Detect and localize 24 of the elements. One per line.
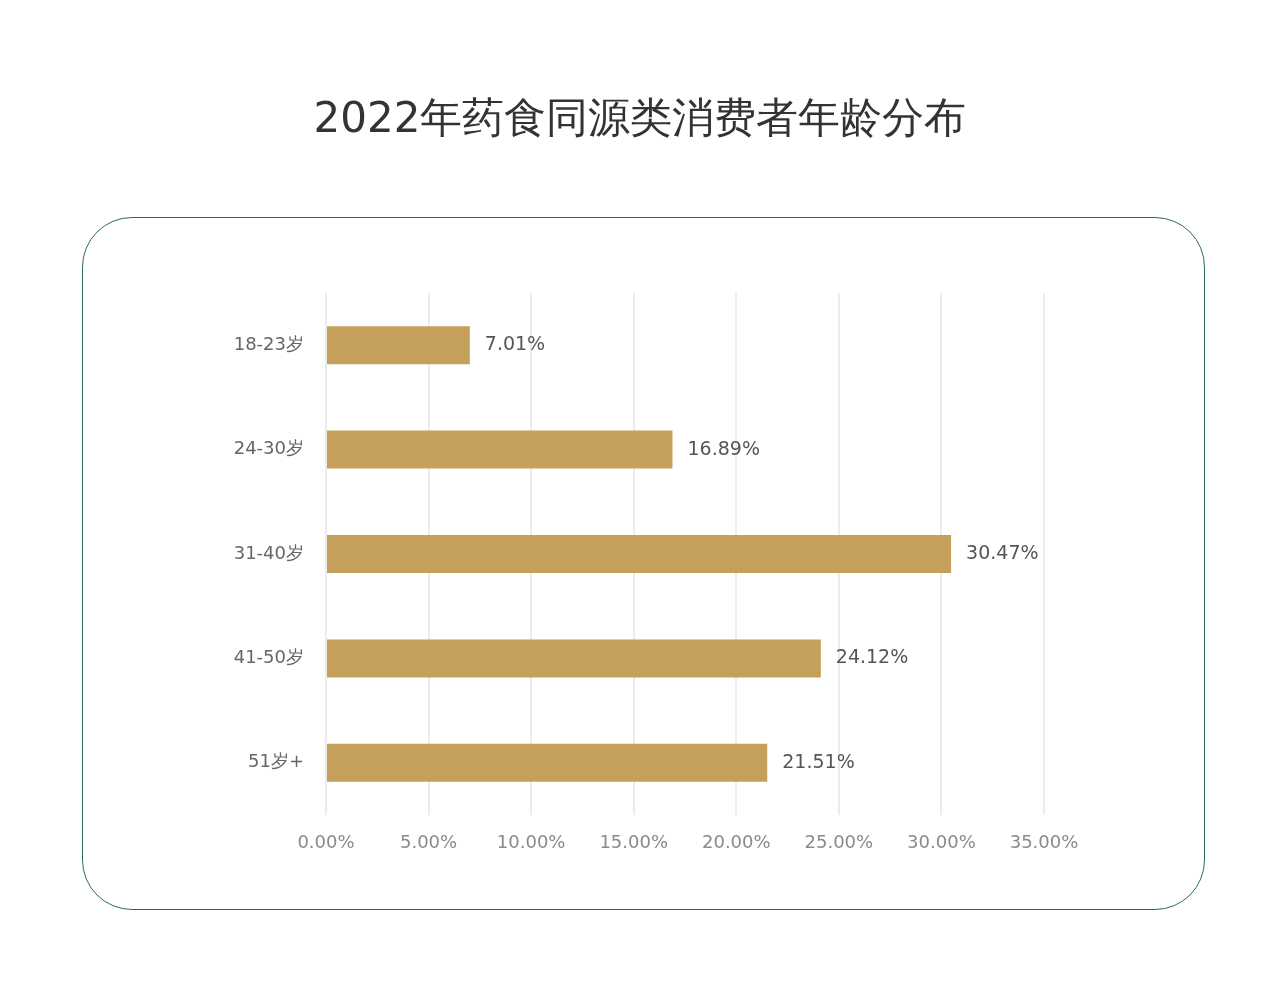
data-label: 7.01% (484, 332, 546, 355)
x-tick-label: 0.00% (297, 831, 355, 853)
x-tick-label: 25.00% (804, 831, 874, 853)
data-label: 16.89% (687, 436, 760, 459)
y-tick-label: 51岁+ (248, 750, 304, 772)
data-label: 21.51% (782, 749, 855, 772)
y-tick-label: 24-30岁 (233, 437, 304, 459)
bar (327, 430, 673, 469)
x-tick-label: 10.00% (496, 831, 566, 853)
y-tick-label: 41-50岁 (233, 646, 304, 668)
x-tick-label: 30.00% (907, 831, 976, 853)
bar (327, 326, 470, 365)
bar (327, 535, 952, 573)
x-tick-label: 15.00% (599, 831, 669, 853)
y-tick-label: 18-23岁 (233, 332, 304, 354)
x-tick-label: 5.00% (399, 831, 458, 853)
data-label: 30.47% (966, 540, 1039, 563)
bar (327, 639, 821, 678)
bar (327, 743, 768, 782)
x-tick-label: 20.00% (701, 831, 771, 853)
y-tick-label: 31-40岁 (233, 541, 304, 563)
data-label: 24.12% (835, 645, 909, 668)
chart-title: 2022年药食同源类消费者年龄分布 (312, 92, 968, 144)
x-tick-label: 35.00% (1009, 831, 1079, 853)
